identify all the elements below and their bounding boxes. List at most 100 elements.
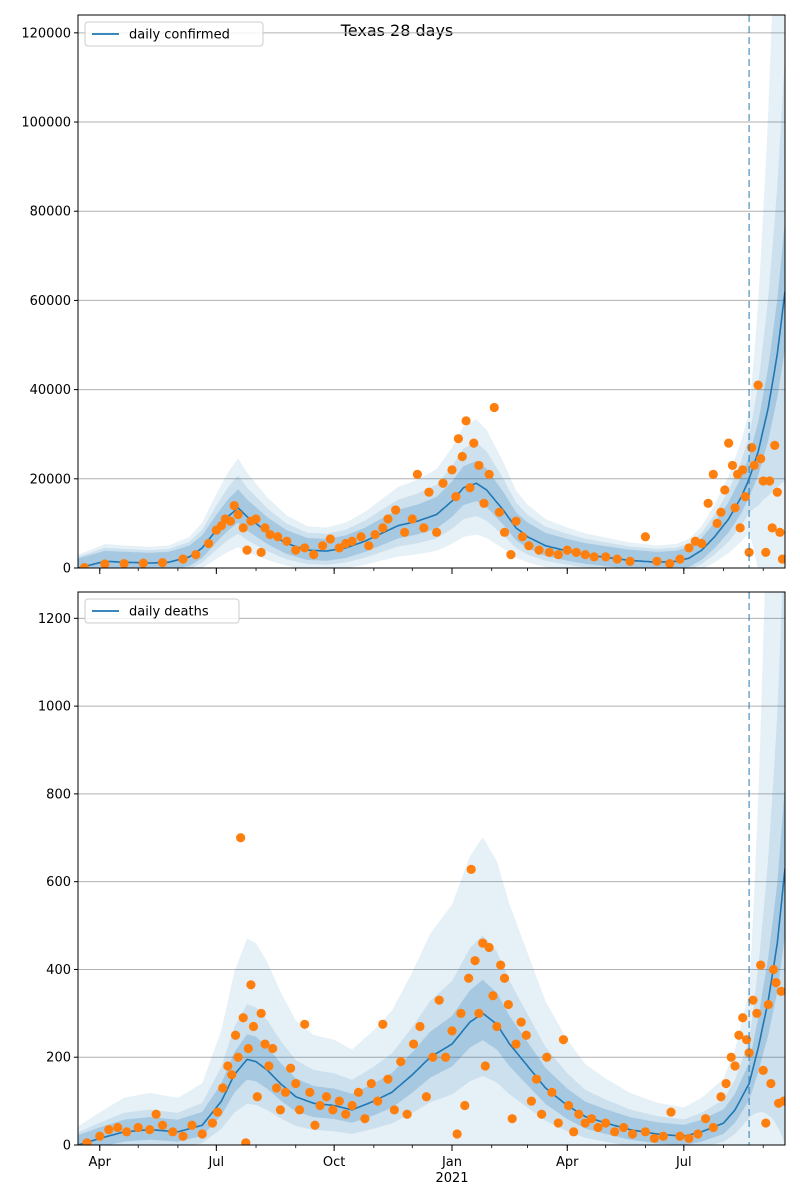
observed-point bbox=[761, 1118, 771, 1128]
observed-point bbox=[703, 498, 713, 508]
observed-point bbox=[447, 465, 457, 475]
observed-point bbox=[569, 1127, 579, 1137]
observed-point bbox=[770, 440, 780, 450]
observed-point bbox=[465, 483, 475, 493]
observed-point bbox=[264, 1061, 274, 1071]
observed-point bbox=[233, 1052, 243, 1062]
observed-point bbox=[79, 562, 90, 568]
uncertainty-band bbox=[78, 785, 785, 1145]
observed-point bbox=[553, 1118, 563, 1128]
observed-point bbox=[517, 532, 528, 542]
observed-point bbox=[113, 1122, 123, 1133]
observed-point bbox=[294, 1105, 305, 1115]
observed-point bbox=[766, 1078, 776, 1089]
observed-point bbox=[470, 956, 480, 966]
observed-point bbox=[488, 991, 498, 1001]
observed-point bbox=[325, 534, 335, 544]
observed-point bbox=[758, 476, 768, 486]
observed-point bbox=[138, 558, 148, 568]
axes-frame bbox=[77, 591, 786, 1146]
y-tick-label: 600 bbox=[46, 875, 71, 890]
observed-point bbox=[347, 536, 357, 546]
observed-point bbox=[777, 554, 785, 564]
observed-point bbox=[619, 1122, 629, 1133]
observed-point bbox=[735, 523, 745, 533]
observed-point bbox=[122, 1127, 132, 1137]
observed-point bbox=[119, 558, 129, 568]
observed-point bbox=[734, 1030, 744, 1040]
observed-point bbox=[230, 1030, 241, 1040]
observed-point bbox=[389, 1105, 399, 1115]
observed-point bbox=[334, 543, 344, 553]
observed-point bbox=[100, 559, 110, 568]
observed-point bbox=[740, 492, 750, 502]
observed-point bbox=[366, 1078, 376, 1089]
x-tick-label: Jul bbox=[675, 1155, 692, 1170]
observed-point bbox=[716, 507, 726, 517]
observed-point bbox=[227, 1070, 237, 1080]
observed-point bbox=[684, 1133, 694, 1144]
observed-point bbox=[373, 1096, 383, 1106]
observed-point bbox=[730, 503, 740, 513]
observed-point bbox=[580, 1118, 590, 1128]
observed-point bbox=[640, 1127, 650, 1137]
observed-point bbox=[282, 536, 292, 546]
observed-point bbox=[571, 547, 581, 557]
y-tick-label: 100000 bbox=[21, 116, 71, 131]
observed-point bbox=[712, 518, 722, 529]
observed-point bbox=[720, 485, 730, 495]
observed-point bbox=[753, 380, 763, 390]
observed-point bbox=[708, 469, 718, 479]
observed-point bbox=[157, 1120, 168, 1130]
observed-point bbox=[95, 1131, 105, 1141]
deaths-legend: daily deaths bbox=[84, 598, 240, 624]
observed-point bbox=[744, 547, 754, 557]
observed-point bbox=[178, 1131, 188, 1141]
observed-point bbox=[684, 543, 694, 553]
observed-point bbox=[756, 454, 766, 464]
observed-point bbox=[229, 500, 239, 511]
observed-point bbox=[640, 532, 650, 542]
observed-point bbox=[341, 1109, 351, 1119]
observed-point bbox=[496, 960, 506, 970]
observed-point bbox=[738, 465, 748, 475]
observed-point bbox=[697, 538, 707, 549]
observed-point bbox=[492, 1021, 502, 1032]
observed-point bbox=[242, 545, 252, 555]
observed-point bbox=[238, 1013, 248, 1023]
y-tick-label: 40000 bbox=[30, 383, 71, 398]
observed-point bbox=[580, 550, 590, 560]
observed-point bbox=[693, 1129, 703, 1139]
observed-point bbox=[544, 547, 554, 557]
observed-point bbox=[400, 527, 410, 537]
uncertainty-band bbox=[78, 592, 785, 1145]
deaths-panel: 0 200 400 600 800 1000 1200 Apr Jul Oct Jan Apr Jul 2… bbox=[38, 591, 786, 1186]
observed-point bbox=[347, 1100, 357, 1111]
observed-point bbox=[207, 1118, 218, 1128]
observed-point bbox=[506, 550, 516, 560]
observed-point bbox=[260, 523, 270, 533]
observed-point bbox=[310, 1120, 320, 1130]
observed-point bbox=[744, 1048, 754, 1058]
y-tick-label: 20000 bbox=[30, 472, 71, 487]
observed-point bbox=[452, 1129, 462, 1139]
observed-point bbox=[772, 487, 782, 497]
axes-frame bbox=[77, 14, 786, 569]
observed-point bbox=[216, 521, 227, 531]
observed-point bbox=[251, 514, 261, 524]
observed-point bbox=[627, 1129, 638, 1139]
observed-point bbox=[727, 460, 738, 471]
observed-point bbox=[383, 514, 393, 524]
observed-point bbox=[432, 527, 442, 537]
observed-point bbox=[213, 1107, 223, 1117]
observed-point bbox=[168, 1127, 178, 1137]
observed-point bbox=[526, 1096, 537, 1106]
observed-point bbox=[151, 1109, 161, 1119]
observed-point bbox=[238, 523, 248, 533]
observed-point bbox=[256, 1008, 266, 1018]
observed-point bbox=[424, 487, 434, 497]
x-tick-label: Jan bbox=[441, 1155, 462, 1170]
observed-point bbox=[507, 1114, 517, 1124]
observed-point bbox=[291, 1078, 301, 1089]
uncertainty-band bbox=[78, 54, 785, 568]
